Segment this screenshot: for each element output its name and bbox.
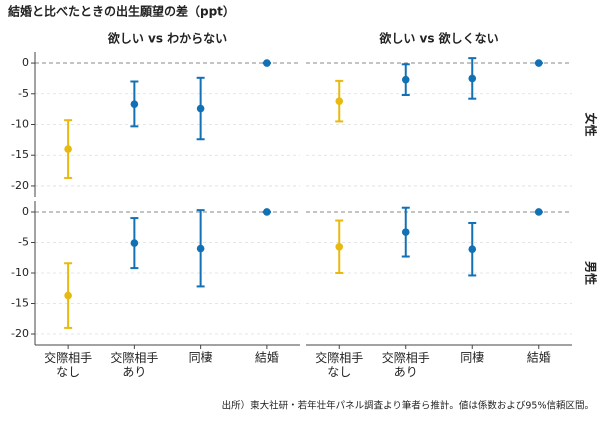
x-tick-label: 交際相手あり — [110, 350, 158, 379]
point — [263, 59, 271, 67]
point — [130, 100, 139, 109]
y-tick-label: -20 — [11, 179, 29, 192]
point — [401, 75, 410, 84]
strip-label: 欲しい vs わからない — [107, 31, 227, 46]
y-tick-label: -15 — [11, 148, 29, 161]
y-tick-label: -5 — [18, 235, 29, 248]
point — [468, 74, 477, 83]
point — [534, 208, 543, 216]
y-tick-label: 0 — [22, 205, 29, 218]
point — [335, 97, 344, 105]
x-tick-label: 同棲 — [189, 351, 213, 365]
x-tick-label: 交際相手あり — [382, 350, 430, 379]
point — [130, 239, 139, 247]
x-tick-label: 同棲 — [460, 351, 484, 365]
point — [64, 291, 72, 300]
x-tick-label: 結婚 — [527, 351, 551, 365]
point — [534, 59, 543, 67]
y-tick-label: -10 — [11, 266, 29, 279]
strip-label: 欲しい vs 欲しくない — [378, 31, 498, 46]
y-tick-label: -15 — [11, 297, 29, 310]
row-label: 男性 — [584, 261, 599, 285]
point — [196, 104, 205, 113]
point — [401, 228, 410, 236]
y-tick-label: -20 — [11, 327, 29, 340]
caption: 出所）東大社研・若年壮年パネル調査より筆者ら推計。値は係数および95%信頼区間。 — [222, 400, 594, 412]
row-label: 女性 — [584, 112, 599, 136]
y-tick-label: -5 — [18, 87, 29, 100]
point — [64, 145, 72, 153]
point — [263, 208, 271, 216]
chart-title: 結婚と比べたときの出生願望の差（ppt） — [8, 4, 235, 19]
point — [468, 245, 477, 254]
x-tick-label: 交際相手なし — [315, 350, 363, 379]
point — [196, 244, 205, 253]
y-tick-label: 0 — [22, 56, 29, 69]
point — [335, 242, 344, 251]
x-tick-label: 結婚 — [255, 351, 279, 365]
y-tick-label: -10 — [11, 118, 29, 131]
x-tick-label: 交際相手なし — [44, 350, 92, 379]
